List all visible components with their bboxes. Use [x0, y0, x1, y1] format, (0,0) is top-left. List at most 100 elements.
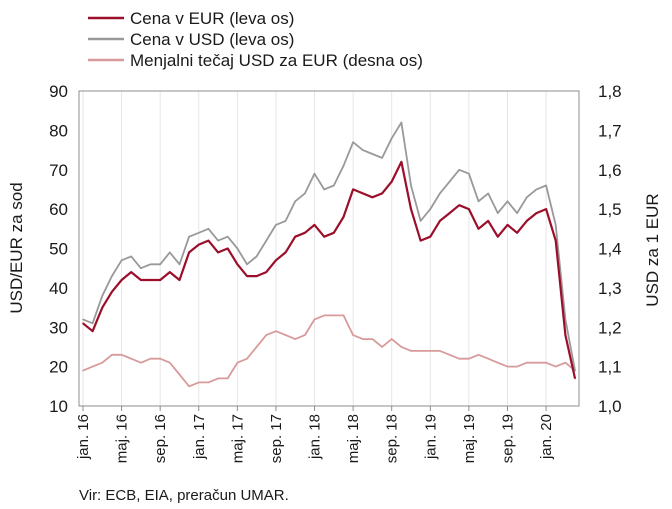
data-point — [342, 165, 345, 167]
data-point — [207, 239, 210, 242]
data-point — [410, 350, 412, 352]
data-point — [275, 259, 277, 262]
data-point — [419, 239, 422, 242]
data-point — [429, 350, 432, 352]
data-point — [188, 251, 190, 254]
data-point — [564, 334, 567, 336]
data-point — [217, 239, 219, 242]
series-lines — [82, 121, 577, 388]
data-point — [564, 361, 567, 364]
data-point — [381, 346, 383, 348]
y-axis-right-ticks: 1,0 1,1 1,2 1,3 1,4 1,5 1,6 1,7 1,8 — [598, 82, 622, 416]
data-point — [294, 235, 297, 238]
data-point — [217, 377, 219, 380]
data-point — [323, 188, 326, 191]
y-tick-label-left: 50 — [49, 240, 68, 259]
data-point — [294, 200, 297, 203]
y-tick-label-right: 1,0 — [598, 397, 622, 416]
data-point — [448, 354, 451, 356]
plot-area-frame — [78, 90, 580, 407]
y-tick-label-right: 1,7 — [598, 121, 622, 140]
x-tick-label: maj. 16 — [114, 414, 131, 463]
data-point — [188, 385, 190, 388]
data-point — [342, 314, 345, 317]
y-tick-label-left: 30 — [49, 318, 68, 337]
data-point — [371, 196, 374, 199]
data-point — [371, 153, 374, 155]
y-axis-left-label: USD/EUR za sod — [7, 182, 26, 313]
data-point — [574, 369, 576, 372]
data-point — [198, 232, 200, 234]
y-tick-label-left: 10 — [49, 397, 68, 416]
data-point — [419, 220, 422, 222]
y-tick-label-right: 1,4 — [598, 240, 622, 259]
data-point — [169, 361, 171, 364]
data-point — [535, 188, 538, 191]
data-point — [545, 208, 547, 210]
y-tick-label-left: 60 — [49, 200, 68, 219]
x-tick-label: jan. 16 — [75, 414, 92, 460]
data-point — [506, 224, 509, 226]
data-point — [439, 350, 441, 352]
data-point — [246, 263, 248, 266]
x-tick-label: jan. 20 — [538, 414, 555, 460]
data-point — [352, 141, 354, 143]
data-point — [545, 184, 547, 187]
data-point — [487, 357, 490, 360]
source-note: Vir: ECB, EIA, preračun UMAR. — [79, 487, 289, 504]
data-point — [497, 235, 499, 238]
data-point — [246, 275, 248, 277]
data-point — [390, 180, 393, 183]
data-point — [342, 216, 345, 218]
data-point — [82, 318, 84, 321]
data-point — [130, 357, 132, 360]
data-point — [284, 334, 287, 336]
data-point — [101, 295, 104, 297]
data-point — [159, 357, 161, 360]
series-line-exchange-rate — [82, 314, 576, 388]
data-point — [400, 121, 403, 124]
data-point — [477, 228, 480, 230]
data-point — [226, 377, 229, 380]
legend-label: Cena v USD (leva os) — [130, 30, 294, 49]
legend-label: Cena v EUR (leva os) — [130, 9, 294, 28]
data-point — [333, 232, 335, 234]
data-point — [381, 157, 383, 159]
series-line-eur — [82, 160, 577, 379]
data-point — [468, 357, 470, 360]
data-point — [130, 271, 132, 273]
data-point — [390, 137, 393, 140]
data-point — [111, 354, 113, 356]
y-axis-left-ticks: 10 20 30 40 50 60 70 80 90 — [49, 82, 68, 416]
y-tick-label-right: 1,1 — [598, 358, 622, 377]
x-tick-label: jan. 17 — [191, 414, 208, 460]
data-point — [284, 220, 287, 222]
data-point — [458, 204, 461, 206]
y-tick-label-right: 1,2 — [598, 318, 622, 337]
x-tick-label: jan. 19 — [422, 414, 439, 460]
data-point — [178, 373, 181, 376]
data-point — [497, 212, 499, 214]
data-point — [410, 184, 412, 187]
data-point — [149, 279, 152, 281]
x-tick-label: sep. 18 — [384, 414, 401, 463]
data-point — [333, 184, 335, 187]
data-point — [284, 251, 287, 254]
data-point — [448, 212, 451, 214]
data-point — [526, 220, 528, 222]
data-point — [554, 239, 557, 242]
data-point — [487, 192, 490, 195]
data-point — [275, 330, 277, 333]
data-point — [169, 251, 171, 254]
data-point — [265, 271, 268, 273]
data-point — [207, 228, 210, 230]
data-point — [564, 318, 567, 321]
data-point — [516, 212, 518, 214]
data-point — [178, 263, 181, 266]
data-point — [419, 350, 422, 352]
y-tick-label-right: 1,5 — [598, 200, 622, 219]
data-point — [198, 243, 200, 246]
x-tick-label: maj. 19 — [461, 414, 478, 463]
data-point — [236, 263, 239, 266]
